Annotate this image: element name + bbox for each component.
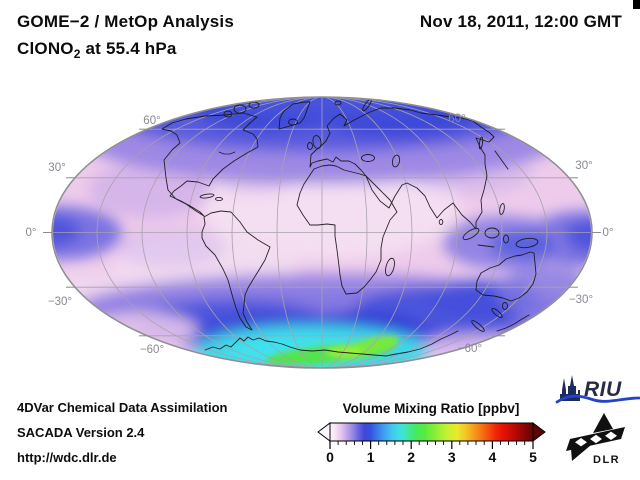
coastline-south-america [201,210,271,331]
colorbar-left-arrow [317,422,331,442]
lat-label-30n-right: 30° [575,160,592,172]
colorbar-right-arrow [532,422,546,442]
footer-url-label: http://wdc.dlr.de [17,450,117,465]
lat-label-0-right: 0° [603,227,614,239]
island-hispaniola [215,196,223,202]
colorbar-tick-label-4: 4 [489,449,497,465]
island-new-zealand-south [471,320,485,332]
coastline-antarctica [204,330,459,357]
lat-label-0-left: 0° [26,227,37,239]
island-iceland [288,118,298,126]
colorbar-tick-label-5: 5 [529,449,537,465]
island-java [477,244,495,248]
island-new-guinea [515,237,539,249]
colorbar-tick-label-0: 0 [326,449,334,465]
lat-label-60s-left: −60° [140,344,164,356]
island-cuba [199,193,215,199]
colorbar-gradient-bar [329,422,534,442]
footer-version-label: SACADA Version 2.4 [17,425,145,440]
great-lakes [218,151,236,155]
island-borneo [484,227,500,239]
island-arctic-1 [233,104,247,114]
black-sea [361,154,375,162]
coastline-japan [494,150,509,170]
latitude-ticks [43,128,601,337]
colorbar-title: Volume Mixing Ratio [ppbv] [343,401,520,416]
island-sakhalin [478,136,484,150]
island-uk [312,135,322,149]
island-new-zealand-north [491,308,503,318]
vmr-field [53,97,591,368]
colorbar-tick-label-1: 1 [367,449,375,465]
caspian-sea [391,154,401,168]
colorbar-tick-label-2: 2 [407,449,415,465]
title-line1: GOME−2 / MetOp Analysis [17,12,235,31]
lat-label-60s-right: −60° [458,343,482,355]
lat-label-60n-right: 60° [448,113,465,125]
dlr-star-icon [566,413,625,461]
pressure-level: at 55.4 hPa [80,39,177,58]
lat-label-30s-left: −30° [48,296,72,308]
species-name: ClONO [17,39,74,58]
antarctic-max-streak [265,335,400,366]
title-line2: ClONO2 at 55.4 hPa [17,39,177,61]
island-tasmania [502,302,508,310]
dlr-logo: DLR [566,413,625,466]
world-map: 60° 60° 30° 30° 0° 0° −30° −30° −60° −60… [26,96,614,369]
corner-mark [633,0,640,9]
island-sumatra [462,227,480,241]
riu-logo: RIU [555,375,640,404]
island-philippines [499,203,505,215]
island-madagascar [385,257,395,277]
island-sulawesi [503,234,509,244]
footer-assimilation-label: 4DVar Chemical Data Assimilation [17,400,228,415]
coastline-australia [475,251,537,302]
cathedral-icon [560,375,580,401]
lat-label-30n-left: 30° [48,162,65,174]
riu-wave-icon [555,394,640,404]
island-sri-lanka [438,219,444,225]
graticule [52,96,592,369]
island-ireland [307,142,313,150]
coastline-antarctica-east [496,314,530,332]
coastline-north-america [161,112,259,217]
island-svalbard [334,100,342,106]
datetime-label: Nov 18, 2011, 12:00 GMT [419,12,622,31]
species-subscript: 2 [73,47,81,61]
island-arctic-3 [223,110,233,118]
lat-label-60n-left: 60° [143,115,160,127]
colorbar-tick-label-3: 3 [448,449,456,465]
colorbar-ticks [329,441,534,449]
coastlines [161,98,539,357]
lat-label-30s-right: −30° [569,294,593,306]
riu-text: RIU [584,378,622,401]
colorbar: Volume Mixing Ratio [ppbv] 0 1 2 3 4 5 [317,401,546,465]
coastline-africa [296,164,398,295]
dlr-text: DLR [593,454,620,466]
